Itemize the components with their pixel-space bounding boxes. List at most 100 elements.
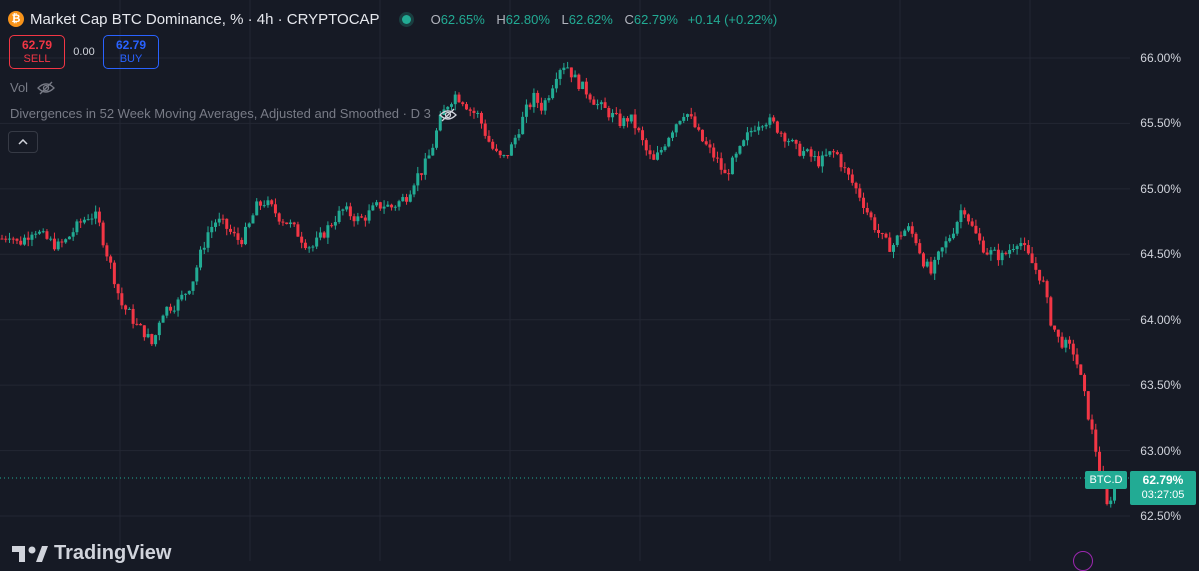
- candle-down: [873, 217, 877, 231]
- candle-down: [169, 306, 173, 311]
- candle-up: [749, 130, 753, 133]
- candle-up: [734, 153, 738, 158]
- candle-up: [622, 118, 626, 127]
- close-value: 62.79%: [633, 11, 678, 27]
- candle-down: [363, 217, 367, 221]
- candle-down: [348, 206, 352, 217]
- candle-up: [266, 200, 270, 206]
- market-status-icon[interactable]: [401, 14, 411, 24]
- candle-down: [131, 308, 135, 324]
- buy-button[interactable]: 62.79 BUY: [103, 35, 159, 69]
- candle-up: [532, 92, 536, 108]
- candle-up: [925, 261, 929, 267]
- candle-down: [918, 243, 922, 254]
- candle-down: [966, 214, 970, 222]
- candle-down: [1083, 374, 1087, 392]
- candle-down: [479, 112, 483, 124]
- candle-down: [528, 104, 532, 108]
- candle-up: [581, 81, 585, 90]
- candle-down: [112, 262, 116, 285]
- symbol-title[interactable]: Market Cap BTC Dominance, % · 4h · CRYPT…: [30, 10, 380, 28]
- candle-up: [180, 294, 184, 300]
- candle-up: [453, 94, 457, 105]
- high-value: 62.80%: [505, 11, 550, 27]
- candle-down: [858, 188, 862, 198]
- candle-up: [386, 204, 390, 207]
- candle-down: [1094, 429, 1098, 452]
- candle-down: [794, 139, 798, 144]
- candle-up: [187, 290, 191, 294]
- candle-up: [326, 225, 330, 238]
- trade-panel: 62.79 SELL 0.00 62.79 BUY: [9, 35, 159, 69]
- candle-up: [401, 197, 405, 202]
- candle-up: [738, 145, 742, 154]
- volume-indicator[interactable]: Vol: [10, 80, 56, 95]
- candle-up: [509, 144, 513, 156]
- candle-up: [524, 104, 528, 117]
- candle-down: [1049, 297, 1053, 326]
- candle-down: [79, 221, 83, 223]
- candle-down: [139, 324, 143, 326]
- candle-up: [82, 219, 86, 223]
- candle-down: [285, 222, 289, 225]
- candle-down: [910, 226, 914, 234]
- candle-up: [446, 106, 450, 110]
- candle-down: [644, 140, 648, 151]
- candle-down: [270, 200, 274, 205]
- candle-down: [457, 94, 461, 103]
- candle-down: [1056, 329, 1060, 337]
- candle-down: [60, 241, 64, 243]
- candle-down: [420, 173, 424, 175]
- candle-up: [345, 206, 349, 210]
- candle-up: [356, 216, 360, 222]
- symbol-header[interactable]: ₿ Market Cap BTC Dominance, % · 4h · CRY…: [8, 8, 779, 30]
- candle-up: [936, 251, 940, 260]
- candle-down: [378, 202, 382, 209]
- tradingview-logo[interactable]: TradingView: [12, 542, 171, 565]
- candle-up: [157, 322, 161, 336]
- candle-down: [588, 94, 592, 100]
- candle-up: [768, 117, 772, 125]
- candle-down: [996, 249, 1000, 261]
- buy-price: 62.79: [115, 38, 147, 52]
- candle-down: [97, 211, 101, 223]
- candle-up: [214, 222, 218, 227]
- candle-down: [1038, 269, 1042, 281]
- candle-up: [34, 233, 38, 235]
- candle-up: [311, 246, 315, 248]
- candle-down: [603, 102, 607, 108]
- candle-down: [1041, 280, 1045, 282]
- candle-down: [723, 169, 727, 174]
- candle-down: [292, 222, 296, 225]
- candle-down: [1090, 419, 1094, 430]
- brand-name: TradingView: [54, 542, 172, 564]
- candle-down: [1071, 343, 1075, 355]
- spread-value: 0.00: [73, 46, 95, 58]
- candle-down: [862, 197, 866, 208]
- sell-button[interactable]: 62.79 SELL: [9, 35, 65, 69]
- candle-up: [127, 308, 131, 310]
- candle-up: [206, 232, 210, 248]
- candle-up: [547, 98, 551, 101]
- candle-up: [56, 241, 60, 250]
- candle-down: [607, 107, 611, 118]
- collapse-legend-button[interactable]: [8, 131, 38, 153]
- hidden-indicator-legend[interactable]: Divergences in 52 Week Moving Averages, …: [10, 106, 458, 122]
- candle-down: [405, 197, 409, 202]
- candle-down: [835, 152, 839, 155]
- candle-up: [757, 126, 761, 131]
- candle-up: [288, 222, 292, 225]
- candle-down: [847, 168, 851, 175]
- buy-label: BUY: [119, 53, 143, 65]
- open-value: 62.65%: [440, 11, 485, 27]
- candle-down: [865, 207, 869, 213]
- eye-hidden-icon[interactable]: [36, 81, 56, 95]
- eye-hidden-icon[interactable]: [438, 108, 458, 122]
- candle-up: [438, 114, 442, 131]
- change-value: +0.14 (+0.22%): [687, 11, 778, 27]
- candle-down: [491, 141, 495, 149]
- replay-marker-icon[interactable]: [1073, 551, 1093, 571]
- candle-down: [652, 154, 656, 160]
- candle-down: [236, 233, 240, 240]
